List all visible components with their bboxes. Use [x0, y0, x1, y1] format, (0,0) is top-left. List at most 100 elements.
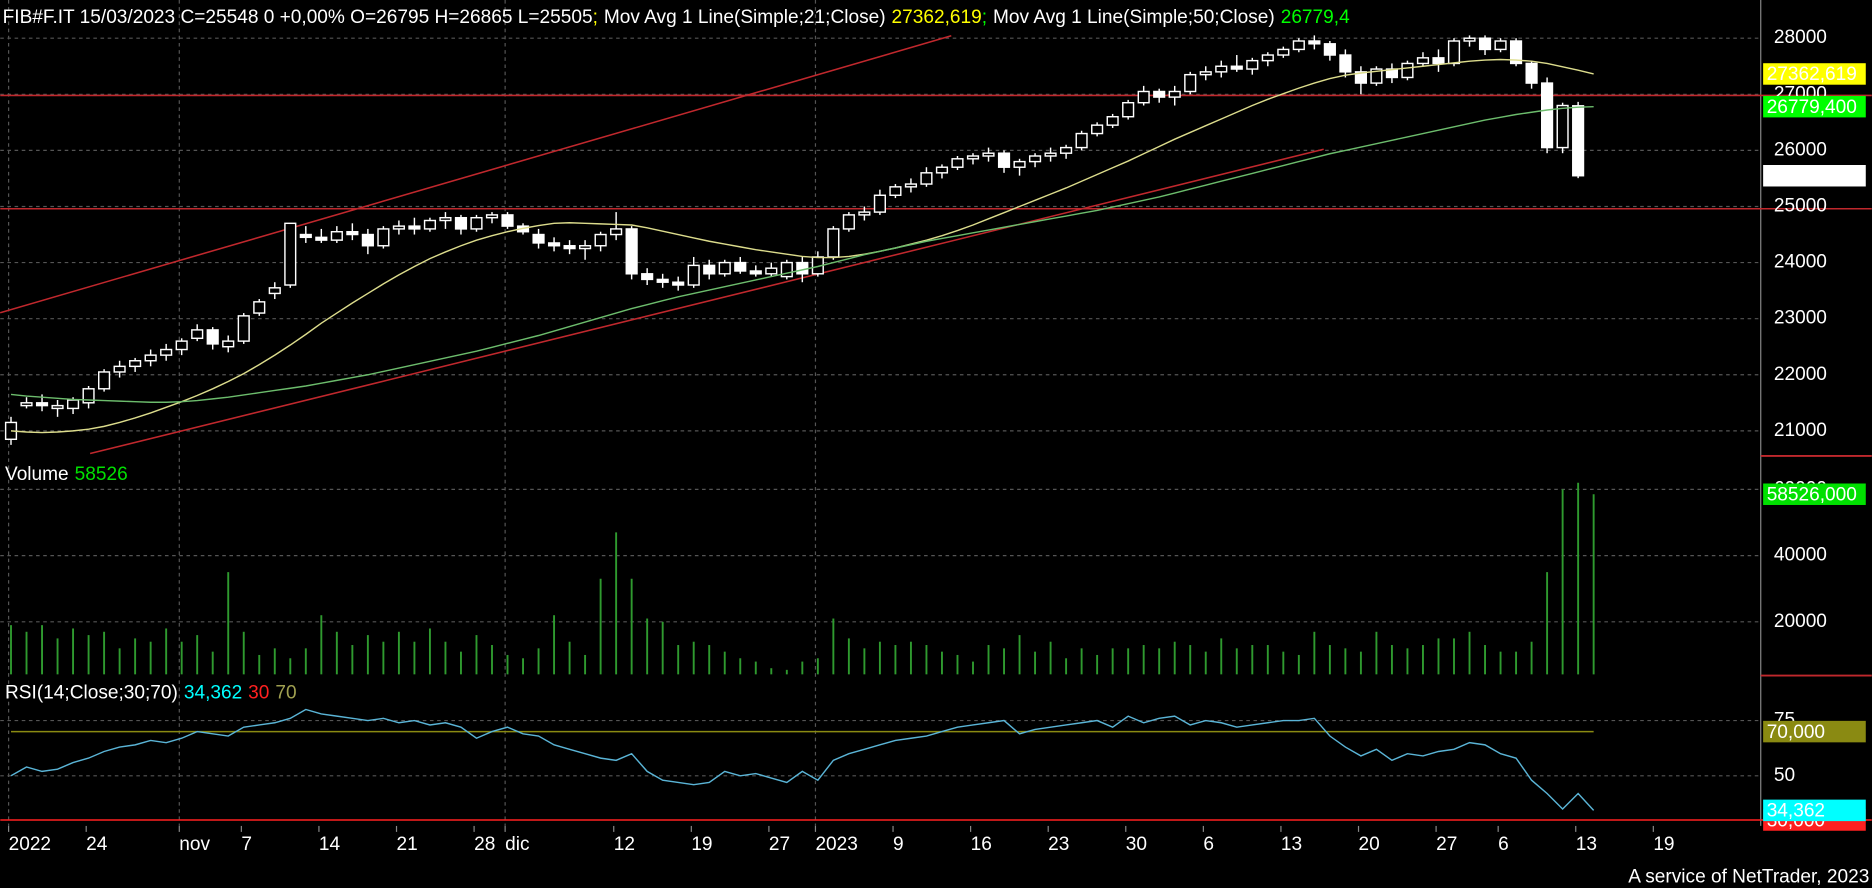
title-part: Mov Avg 1 Line(Simple;21;Close) [604, 7, 886, 28]
candle-body [1199, 71, 1212, 76]
legend-part: 30 [248, 682, 269, 703]
candle-body [1478, 37, 1492, 51]
candle-body [423, 219, 437, 230]
x-tick-label: 28 [474, 834, 495, 855]
legend-part: RSI(14;Close;30;70) [5, 682, 178, 703]
candle-body [672, 281, 685, 286]
candle-body [1308, 40, 1321, 45]
y-tick-label: 25000 [1774, 196, 1827, 217]
candle-body [315, 236, 328, 241]
x-tick-label: 2023 [815, 834, 857, 855]
candle-body [501, 214, 514, 227]
x-tick-label: nov [179, 834, 210, 855]
candle-body [625, 228, 638, 275]
candle-body [966, 155, 980, 160]
x-tick-label: dic [505, 834, 530, 855]
x-tick-label: 6 [1498, 834, 1509, 855]
panel-legend: RSI(14;Close;30;70) 34,362 30 70 [5, 682, 297, 703]
candle-body [66, 399, 80, 410]
title-part: 26779,4 [1281, 7, 1350, 28]
candle-body [346, 231, 359, 236]
candle-body [873, 194, 886, 213]
candle-body [1044, 152, 1057, 157]
candle-body [82, 388, 95, 404]
grid [0, 0, 1761, 826]
candle-body [997, 152, 1011, 168]
candle-body [594, 233, 607, 247]
level-badge: 70,000 [1767, 722, 1825, 743]
candle-body [935, 166, 949, 174]
y-tick-label: 26000 [1774, 139, 1827, 160]
legend-value: 58526 [75, 464, 128, 485]
candle-body [392, 225, 405, 230]
title-part: FIB#F.IT 15/03/2023 C=25548 0 +0,00% O=2… [3, 7, 593, 28]
candle-body [1509, 40, 1523, 65]
panel-legend: Volume 58526 [5, 464, 128, 485]
candle-body [1184, 73, 1197, 93]
x-tick-label: 20 [1359, 834, 1380, 855]
x-tick-label: 9 [893, 834, 904, 855]
candle-body [734, 261, 747, 272]
candle-body [1323, 43, 1336, 56]
x-tick-label: 2022 [9, 834, 51, 855]
x-tick-label: 12 [614, 834, 635, 855]
candle-body [1401, 62, 1414, 79]
y-tick-label: 22000 [1774, 364, 1827, 385]
x-tick-label: 24 [86, 834, 108, 855]
x-tick-label: 19 [691, 834, 712, 855]
candle-body [1122, 101, 1135, 118]
candle-body [454, 216, 468, 230]
candle-body [485, 214, 499, 219]
candle-body [858, 211, 871, 216]
candle-body [1075, 132, 1088, 149]
y-tick-label: 28000 [1774, 27, 1827, 48]
candle-body [563, 245, 576, 250]
candle-body [206, 329, 219, 345]
candle-body [1028, 155, 1042, 163]
candle-body [1292, 40, 1305, 51]
candle-body [1091, 124, 1104, 135]
x-tick-label: 13 [1281, 834, 1302, 855]
candle-body [1572, 105, 1585, 177]
candle-body [641, 273, 654, 281]
candle-body [129, 360, 142, 368]
candle-body [1354, 71, 1367, 84]
candle-body [330, 231, 343, 241]
candle-body [1525, 62, 1538, 84]
candle-body [1447, 40, 1461, 65]
x-tick-label: 16 [971, 834, 992, 855]
volume-badge-bg [1763, 483, 1866, 505]
y-tick-label: 21000 [1774, 420, 1827, 441]
chart-title: FIB#F.IT 15/03/2023 C=25548 0 +0,00% O=2… [3, 7, 1350, 28]
candle-body [687, 264, 700, 286]
candle-body [408, 225, 421, 230]
trend-line [0, 35, 952, 314]
x-tick-label: 27 [1436, 834, 1457, 855]
candle-body [470, 216, 483, 230]
candle-body [547, 242, 561, 247]
labels: 2100022000230002400025000260002700028000… [5, 27, 1866, 855]
candle-body [1106, 116, 1119, 126]
close-badge: 25548 [1767, 166, 1820, 187]
x-tick-label: 27 [769, 834, 790, 855]
candle-body [1013, 160, 1026, 168]
rsi-line [10, 708, 1595, 811]
price-badge-bg [1763, 95, 1866, 118]
candle-body [191, 329, 204, 340]
price-badge: 26779,400 [1767, 97, 1857, 118]
x-tick-label: 21 [397, 834, 418, 855]
footer: A service of NetTrader, 2023 [1628, 866, 1869, 887]
close-badge-bg [1763, 165, 1866, 187]
moving-average [10, 105, 1594, 403]
candle-body [1541, 82, 1554, 149]
candle-body [532, 233, 545, 244]
y-tick-label: 24000 [1774, 252, 1827, 273]
candle-body [1416, 57, 1430, 65]
candle-body [160, 348, 173, 356]
y-tick-label: 50 [1774, 765, 1795, 786]
candle-body [703, 264, 716, 275]
candle-body [982, 152, 995, 157]
candle-body [1230, 65, 1243, 70]
title-part: ; [982, 7, 987, 28]
legend-name: Volume [5, 464, 69, 485]
